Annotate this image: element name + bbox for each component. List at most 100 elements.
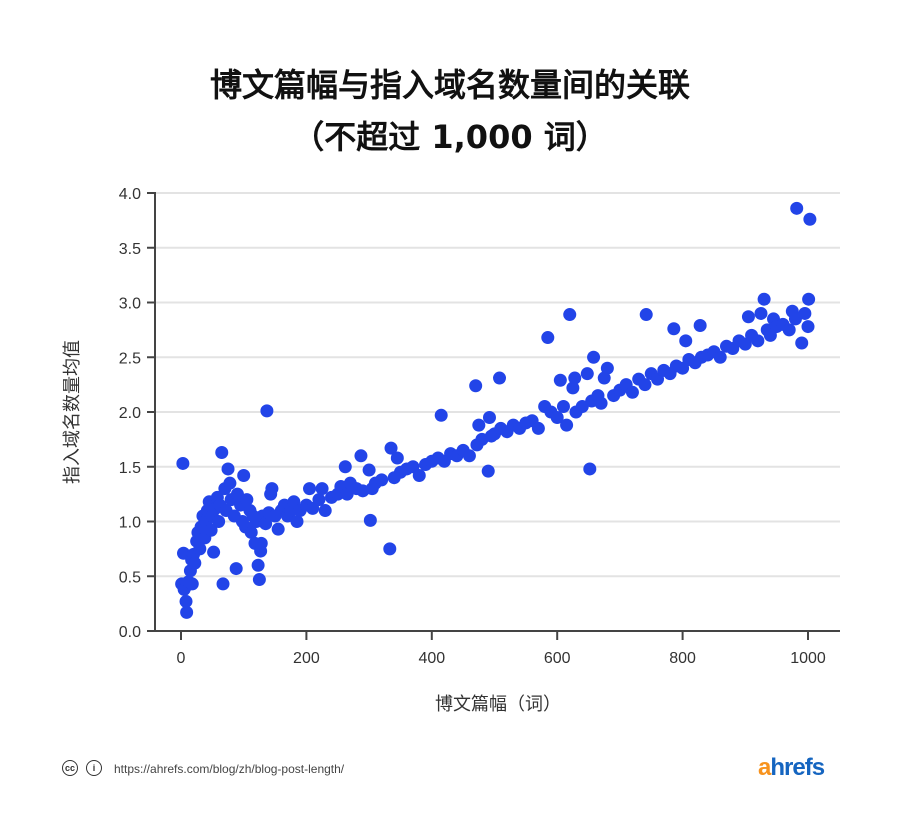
attribution-icon: i bbox=[86, 760, 102, 776]
data-point bbox=[188, 556, 202, 570]
data-point bbox=[587, 350, 601, 364]
data-point bbox=[597, 371, 611, 385]
data-point bbox=[229, 562, 243, 576]
data-point bbox=[741, 310, 755, 324]
data-point bbox=[667, 322, 681, 336]
y-tick-label: 0.5 bbox=[119, 569, 141, 586]
data-point bbox=[693, 318, 707, 332]
y-tick-label: 2.5 bbox=[119, 350, 141, 367]
y-tick-label: 3.5 bbox=[119, 241, 141, 258]
data-point bbox=[531, 421, 545, 435]
data-point bbox=[625, 385, 639, 399]
data-point bbox=[354, 449, 368, 463]
data-point bbox=[795, 336, 809, 350]
data-point bbox=[493, 371, 507, 385]
data-point bbox=[556, 400, 570, 414]
data-point bbox=[383, 542, 397, 556]
data-point bbox=[566, 381, 580, 395]
data-point bbox=[185, 577, 199, 591]
data-point bbox=[481, 464, 495, 478]
data-point bbox=[568, 371, 582, 385]
data-point bbox=[237, 469, 251, 483]
data-point bbox=[363, 513, 377, 527]
x-tick-label: 400 bbox=[418, 650, 445, 667]
data-point bbox=[575, 400, 589, 414]
data-point bbox=[180, 605, 194, 619]
data-point bbox=[583, 462, 597, 476]
data-point bbox=[713, 350, 727, 364]
data-point bbox=[594, 396, 608, 410]
data-point bbox=[412, 469, 426, 483]
data-point bbox=[315, 482, 329, 496]
data-point bbox=[375, 473, 389, 487]
data-point bbox=[600, 361, 614, 375]
x-axis-label: 博文篇幅（词） bbox=[435, 694, 561, 715]
data-point bbox=[179, 594, 193, 608]
data-point bbox=[338, 460, 352, 474]
data-point bbox=[221, 462, 235, 476]
data-point bbox=[384, 441, 398, 455]
y-tick-label: 3.0 bbox=[119, 296, 141, 313]
data-point bbox=[216, 577, 230, 591]
data-point bbox=[290, 515, 304, 528]
data-point bbox=[340, 487, 354, 501]
y-tick-label: 2.0 bbox=[119, 405, 141, 422]
y-axis-label: 指入域名数量均值 bbox=[62, 340, 83, 484]
data-point bbox=[757, 292, 771, 306]
data-point bbox=[434, 408, 448, 422]
data-point bbox=[580, 367, 594, 381]
data-point bbox=[798, 306, 812, 320]
data-point bbox=[390, 451, 404, 465]
data-point bbox=[553, 373, 567, 387]
data-point bbox=[193, 542, 207, 556]
data-point bbox=[801, 320, 815, 334]
data-point bbox=[271, 522, 285, 536]
y-tick-label: 1.0 bbox=[119, 515, 141, 532]
y-tick-label: 1.5 bbox=[119, 460, 141, 477]
data-point bbox=[260, 404, 274, 418]
data-point bbox=[204, 523, 218, 537]
data-point bbox=[362, 463, 376, 477]
chart-title: 博文篇幅与指入域名数量间的关联 bbox=[209, 66, 690, 104]
data-point bbox=[252, 573, 266, 587]
data-point bbox=[212, 515, 226, 528]
data-point bbox=[251, 558, 265, 572]
data-point bbox=[312, 493, 326, 507]
data-point bbox=[751, 334, 765, 348]
data-point bbox=[254, 536, 268, 550]
data-point bbox=[259, 517, 273, 531]
data-point bbox=[207, 545, 221, 559]
data-point bbox=[469, 379, 483, 393]
x-tick-label: 0 bbox=[177, 650, 186, 667]
data-point bbox=[679, 334, 693, 348]
data-point bbox=[176, 456, 190, 470]
x-tick-label: 600 bbox=[544, 650, 571, 667]
data-point bbox=[638, 378, 652, 392]
data-point bbox=[782, 323, 796, 337]
data-point bbox=[482, 410, 496, 424]
cc-icon: cc bbox=[62, 760, 78, 776]
data-point bbox=[550, 410, 564, 424]
data-point bbox=[802, 292, 816, 306]
data-point bbox=[790, 201, 804, 215]
data-point bbox=[244, 525, 258, 539]
data-point bbox=[560, 418, 574, 432]
data-point bbox=[303, 482, 317, 496]
data-point bbox=[230, 487, 244, 501]
data-point bbox=[462, 449, 476, 463]
ahrefs-logo: ahrefs bbox=[758, 754, 825, 781]
x-tick-label: 1000 bbox=[790, 650, 826, 667]
data-point bbox=[541, 331, 555, 345]
data-point bbox=[788, 312, 802, 326]
x-tick-label: 200 bbox=[293, 650, 320, 667]
data-point bbox=[265, 482, 279, 496]
y-tick-label: 0.0 bbox=[119, 624, 141, 641]
chart-subtitle: （不超过 1,000 词） bbox=[292, 118, 608, 156]
source-url: https://ahrefs.com/blog/zh/blog-post-len… bbox=[114, 762, 345, 776]
data-point bbox=[318, 504, 332, 518]
data-point bbox=[754, 306, 768, 320]
data-point bbox=[639, 308, 653, 322]
y-tick-label: 4.0 bbox=[119, 186, 141, 203]
